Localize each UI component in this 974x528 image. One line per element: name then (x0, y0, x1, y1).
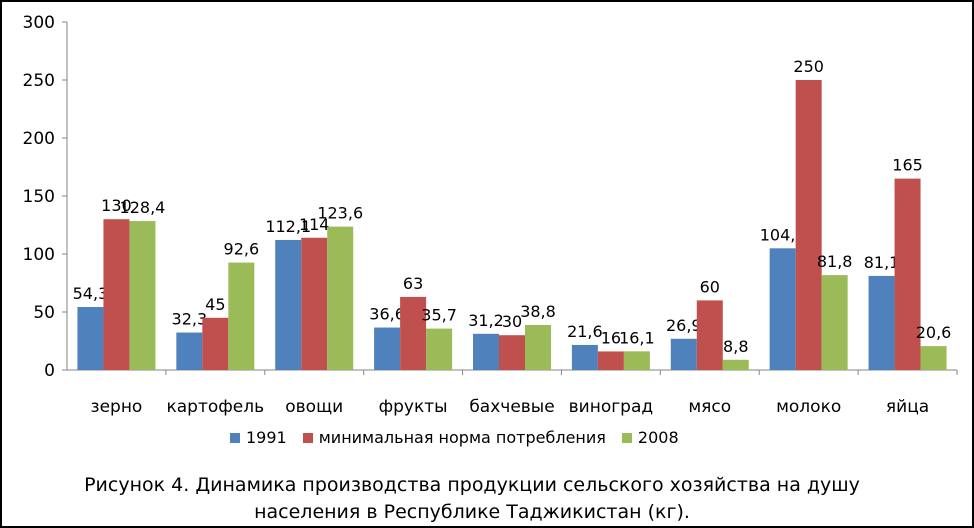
bar-2-6 (722, 359, 749, 370)
bar-1-6 (696, 300, 723, 370)
data-label: 16,1 (619, 328, 655, 347)
bar-2-5 (623, 351, 650, 370)
x-tick-label: молоко (776, 397, 841, 417)
data-label: 54,3 (73, 284, 109, 303)
data-label: 123,6 (317, 204, 363, 223)
bar-1-7 (795, 80, 822, 370)
bar-0-1 (176, 332, 203, 370)
data-label: 104,9 (760, 225, 806, 244)
data-label: 45 (205, 295, 225, 314)
data-label: 36,6 (369, 305, 405, 324)
legend-label-min-norm: минимальная норма потребления (318, 428, 606, 447)
x-tick-label: овощи (285, 397, 343, 417)
x-tick-label: яйца (886, 397, 929, 417)
bar-1-0 (103, 219, 130, 370)
x-tick-label: мясо (688, 397, 731, 417)
legend-swatch-2008 (621, 432, 632, 443)
y-tick-label: 300 (23, 13, 55, 33)
data-label: 31,2 (468, 311, 504, 330)
x-tick-label: фрукты (379, 397, 448, 417)
x-tick-label: виноград (569, 397, 653, 417)
data-label: 32,3 (172, 310, 208, 329)
bar-1-1 (202, 317, 229, 370)
y-tick-label: 200 (23, 129, 55, 149)
data-label: 92,6 (224, 240, 260, 259)
legend-swatch-min-norm (302, 432, 313, 443)
data-label: 21,6 (567, 322, 603, 341)
data-label: 250 (793, 57, 824, 76)
data-label: 165 (892, 156, 923, 175)
data-label: 35,7 (421, 306, 457, 325)
data-label: 130 (101, 196, 132, 215)
bar-1-8 (894, 178, 921, 370)
bar-2-4 (525, 324, 551, 370)
x-tick-label: картофель (166, 397, 264, 417)
bar-1-5 (597, 351, 624, 370)
data-label: 30 (502, 312, 522, 331)
data-label: 60 (700, 277, 720, 296)
data-label: 81,8 (817, 252, 853, 271)
y-tick-label: 250 (23, 71, 55, 91)
legend-label-2008: 2008 (637, 428, 679, 447)
y-tick-label: 0 (44, 361, 55, 381)
bar-2-0 (129, 221, 156, 370)
data-label: 26,9 (666, 316, 702, 335)
legend-label-1991: 1991 (246, 428, 287, 447)
data-label: 16 (601, 328, 621, 347)
y-tick-label: 100 (23, 245, 55, 265)
data-label: 114 (299, 215, 330, 234)
caption-line-2: населения в Республике Таджикистан (кг). (254, 501, 690, 523)
bar-0-3 (374, 327, 401, 370)
bar-2-2 (327, 226, 354, 370)
legend-item-1991: 1991 (230, 428, 287, 447)
y-tick-label: 150 (23, 187, 55, 207)
data-label: 128,4 (120, 198, 166, 217)
bar-1-3 (400, 296, 427, 370)
bar-0-6 (670, 338, 697, 370)
legend-item-min-norm: минимальная норма потребления (302, 428, 606, 447)
data-label: 63 (403, 274, 423, 293)
chart-legend: 1991 минимальная норма потребления 2008 (230, 428, 695, 447)
bar-1-4 (499, 335, 525, 370)
data-label: 112,1 (265, 217, 311, 236)
bar-2-3 (426, 328, 453, 370)
data-label: 20,6 (916, 323, 952, 342)
bar-0-8 (868, 275, 895, 370)
legend-swatch-1991 (230, 432, 240, 443)
data-label: 38,8 (520, 302, 556, 321)
bar-2-8 (920, 346, 947, 370)
bar-1-2 (301, 237, 328, 370)
bar-2-7 (821, 275, 848, 370)
legend-item-2008: 2008 (621, 428, 679, 447)
bar-0-0 (77, 307, 104, 370)
figure-caption: Рисунок 4. Динамика производства продукц… (42, 472, 902, 526)
x-tick-label: бахчевые (469, 397, 554, 417)
bar-0-7 (769, 248, 796, 370)
caption-line-1: Рисунок 4. Динамика производства продукц… (84, 474, 860, 496)
bar-0-4 (473, 333, 499, 370)
y-tick-label: 50 (33, 303, 55, 323)
bar-2-1 (228, 262, 255, 370)
x-tick-label: зерно (91, 397, 143, 417)
bar-0-2 (275, 239, 302, 370)
data-label: 81,1 (864, 253, 900, 272)
data-label: 8,8 (723, 337, 748, 356)
bar-0-5 (571, 344, 598, 370)
